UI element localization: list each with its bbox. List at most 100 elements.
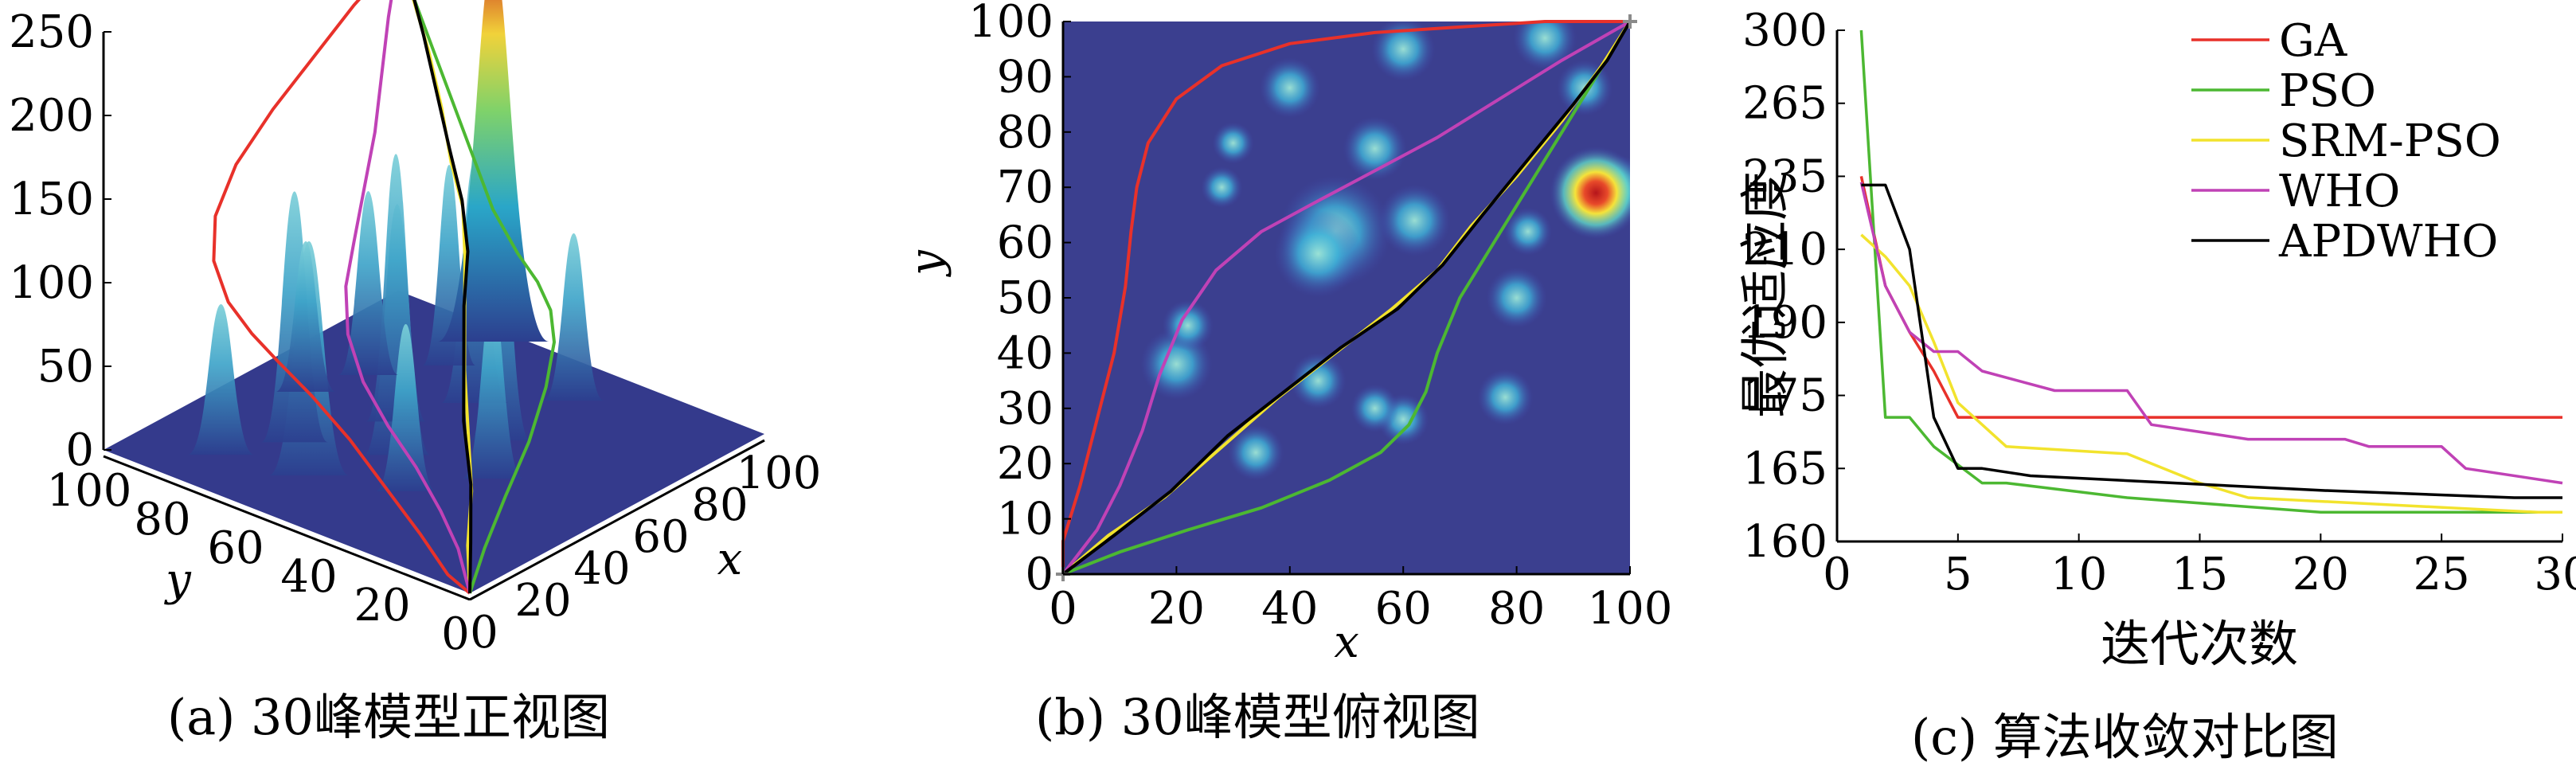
surface-paths	[212, 0, 556, 595]
heatmap-y-tick-label: 90	[997, 51, 1053, 103]
surface-x-tick-label: 60	[632, 511, 689, 563]
heatmap-peak	[1274, 209, 1362, 298]
caption-a: (a) 30峰模型正视图	[167, 688, 610, 746]
heatmap-y-tick-label: 40	[997, 327, 1053, 379]
convergence-x-tick-label: 30	[2534, 549, 2576, 600]
heatmap-x-tick-label: 40	[1261, 583, 1318, 635]
surface-x-tick-label: 100	[737, 448, 822, 499]
convergence-chart: 0 5 10 15 20 25 30 160 165 175 190 210 235 265 300 GAP…	[1736, 5, 2576, 673]
surface-z-tick-label: 100	[9, 257, 94, 309]
surface-z-tick-label: 50	[37, 341, 94, 393]
heatmap-y-tick-label: 100	[968, 0, 1053, 48]
surface-hill	[375, 324, 436, 491]
surface-y-tick-label: 40	[280, 551, 337, 603]
convergence-x-tick-label: 10	[2050, 549, 2107, 600]
caption-b: (b) 30峰模型俯视图	[1035, 688, 1480, 746]
surface-chart: 050100150200250020406080100020406080100z…	[9, 0, 822, 660]
surface-z-tick-label: 200	[9, 90, 94, 142]
convergence-y-tick-label: 160	[1742, 516, 1827, 568]
surface-y-tick-label: 100	[47, 465, 132, 517]
convergence-x-tick-label: 15	[2171, 549, 2228, 600]
surface-x-tick-label: 0	[470, 607, 498, 659]
heatmap-y-tick-label: 50	[997, 272, 1053, 324]
heatmap-y-tick-label: 10	[997, 494, 1053, 545]
panel-b: 0 20 40 60 80 100 0 10 20 30 40 50 60 70 80 90 100 x y (…	[852, 0, 1704, 774]
surface-y-tick-label: 0	[441, 608, 470, 660]
surface-path-who	[344, 0, 471, 594]
surface-y-tick-label: 80	[134, 494, 190, 545]
surface-x-tick-label: 40	[573, 543, 630, 595]
heatmap-y-tick-label: 80	[997, 107, 1053, 158]
heatmap-path-pso	[1062, 20, 1632, 576]
heatmap-y-tick-label: 60	[997, 217, 1053, 269]
legend-label-srm-pso: SRM-PSO	[2279, 115, 2501, 167]
surface-path-apdwho	[412, 0, 473, 594]
heatmap-peak	[1201, 166, 1243, 209]
surface-floor	[104, 291, 764, 593]
heatmap-y-tick-label: 70	[997, 162, 1053, 213]
heatmap-peak	[1259, 57, 1320, 119]
surface-z-tick-label: 250	[9, 6, 94, 58]
surface-x-tick-label: 20	[514, 575, 571, 627]
surface-hill	[276, 241, 336, 392]
convergence-x-tick-label: 5	[1944, 549, 1972, 600]
surface-y-label: y	[163, 554, 192, 606]
convergence-y-tick-label: 235	[1742, 150, 1827, 202]
surface-x-tick-label: 80	[691, 479, 748, 531]
legend-label-apdwho: APDWHO	[2278, 216, 2498, 268]
legend-label-pso: PSO	[2279, 65, 2376, 117]
heatmap-peak	[1228, 424, 1284, 481]
heatmap-plot	[1056, 14, 1637, 581]
surface-z-tick-label: 150	[9, 174, 94, 225]
convergence-y-tick-label: 300	[1742, 5, 1827, 57]
convergence-line-pso	[1859, 29, 2562, 514]
surface-path-pso	[412, 0, 556, 594]
surface-hill	[187, 304, 255, 455]
convergence-x-tick-label: 25	[2414, 549, 2470, 600]
heatmap-peak	[1343, 116, 1407, 181]
legend-label-who: WHO	[2279, 166, 2400, 217]
heatmap-path-apdwho	[1061, 20, 1632, 576]
convergence-ticks: 0 5 10 15 20 25 30 160 165 175 190 210 235 265 300	[1742, 5, 2576, 600]
heatmap-peak	[1351, 384, 1399, 432]
convergence-x-tick-label: 20	[2293, 549, 2349, 600]
surface-hill	[462, 295, 523, 479]
panel-a: 050100150200250020406080100020406080100z…	[0, 0, 844, 774]
convergence-y-tick-label: 165	[1742, 443, 1827, 494]
surface-z-tick-label: 0	[65, 424, 94, 476]
heatmap-peak	[1290, 353, 1347, 409]
heatmap-peak	[1477, 369, 1534, 425]
heatmap-x-tick-label: 60	[1375, 583, 1432, 635]
heatmap-peak	[1212, 122, 1254, 164]
heatmap-xlabel: x	[1334, 616, 1359, 668]
convergence-ylabel: 最优适应度	[1736, 171, 1794, 418]
surface-y-axis	[103, 455, 471, 601]
heatmap-hot-peak	[1550, 147, 1630, 240]
heatmap-y-tick-label: 20	[997, 438, 1053, 490]
convergence-line-srm-pso	[1860, 233, 2562, 514]
heatmap-path-who	[1061, 20, 1631, 576]
heatmap-peaks	[1140, 22, 1630, 481]
heatmap-peak	[1513, 22, 1577, 70]
surface-x-label: x	[717, 534, 743, 585]
heatmap-x-tick-label: 80	[1488, 583, 1545, 635]
heatmap-y-tick-label: 30	[997, 383, 1053, 435]
heatmap-ylabel: y	[901, 249, 952, 278]
surface-hill	[543, 233, 604, 401]
convergence-y-tick-label: 210	[1742, 224, 1827, 276]
convergence-y-tick-label: 265	[1742, 78, 1827, 130]
surface-axes	[102, 32, 765, 601]
convergence-line-ga	[1859, 176, 2562, 419]
heatmap-peak	[1371, 22, 1436, 81]
heatmap-x-tick-label: 20	[1148, 583, 1205, 635]
convergence-x-tick-label: 0	[1823, 549, 1851, 600]
heatmap-y-tick-label: 0	[1025, 549, 1053, 600]
heatmap-path-ga	[1061, 20, 1630, 574]
legend-label-ga: GA	[2279, 15, 2347, 67]
convergence-y-tick-label: 190	[1742, 297, 1827, 349]
surface-path-ga	[212, 0, 471, 595]
heatmap-x-tick-label: 0	[1049, 583, 1077, 635]
caption-c: (c) 算法收敛对比图	[1911, 708, 2339, 766]
